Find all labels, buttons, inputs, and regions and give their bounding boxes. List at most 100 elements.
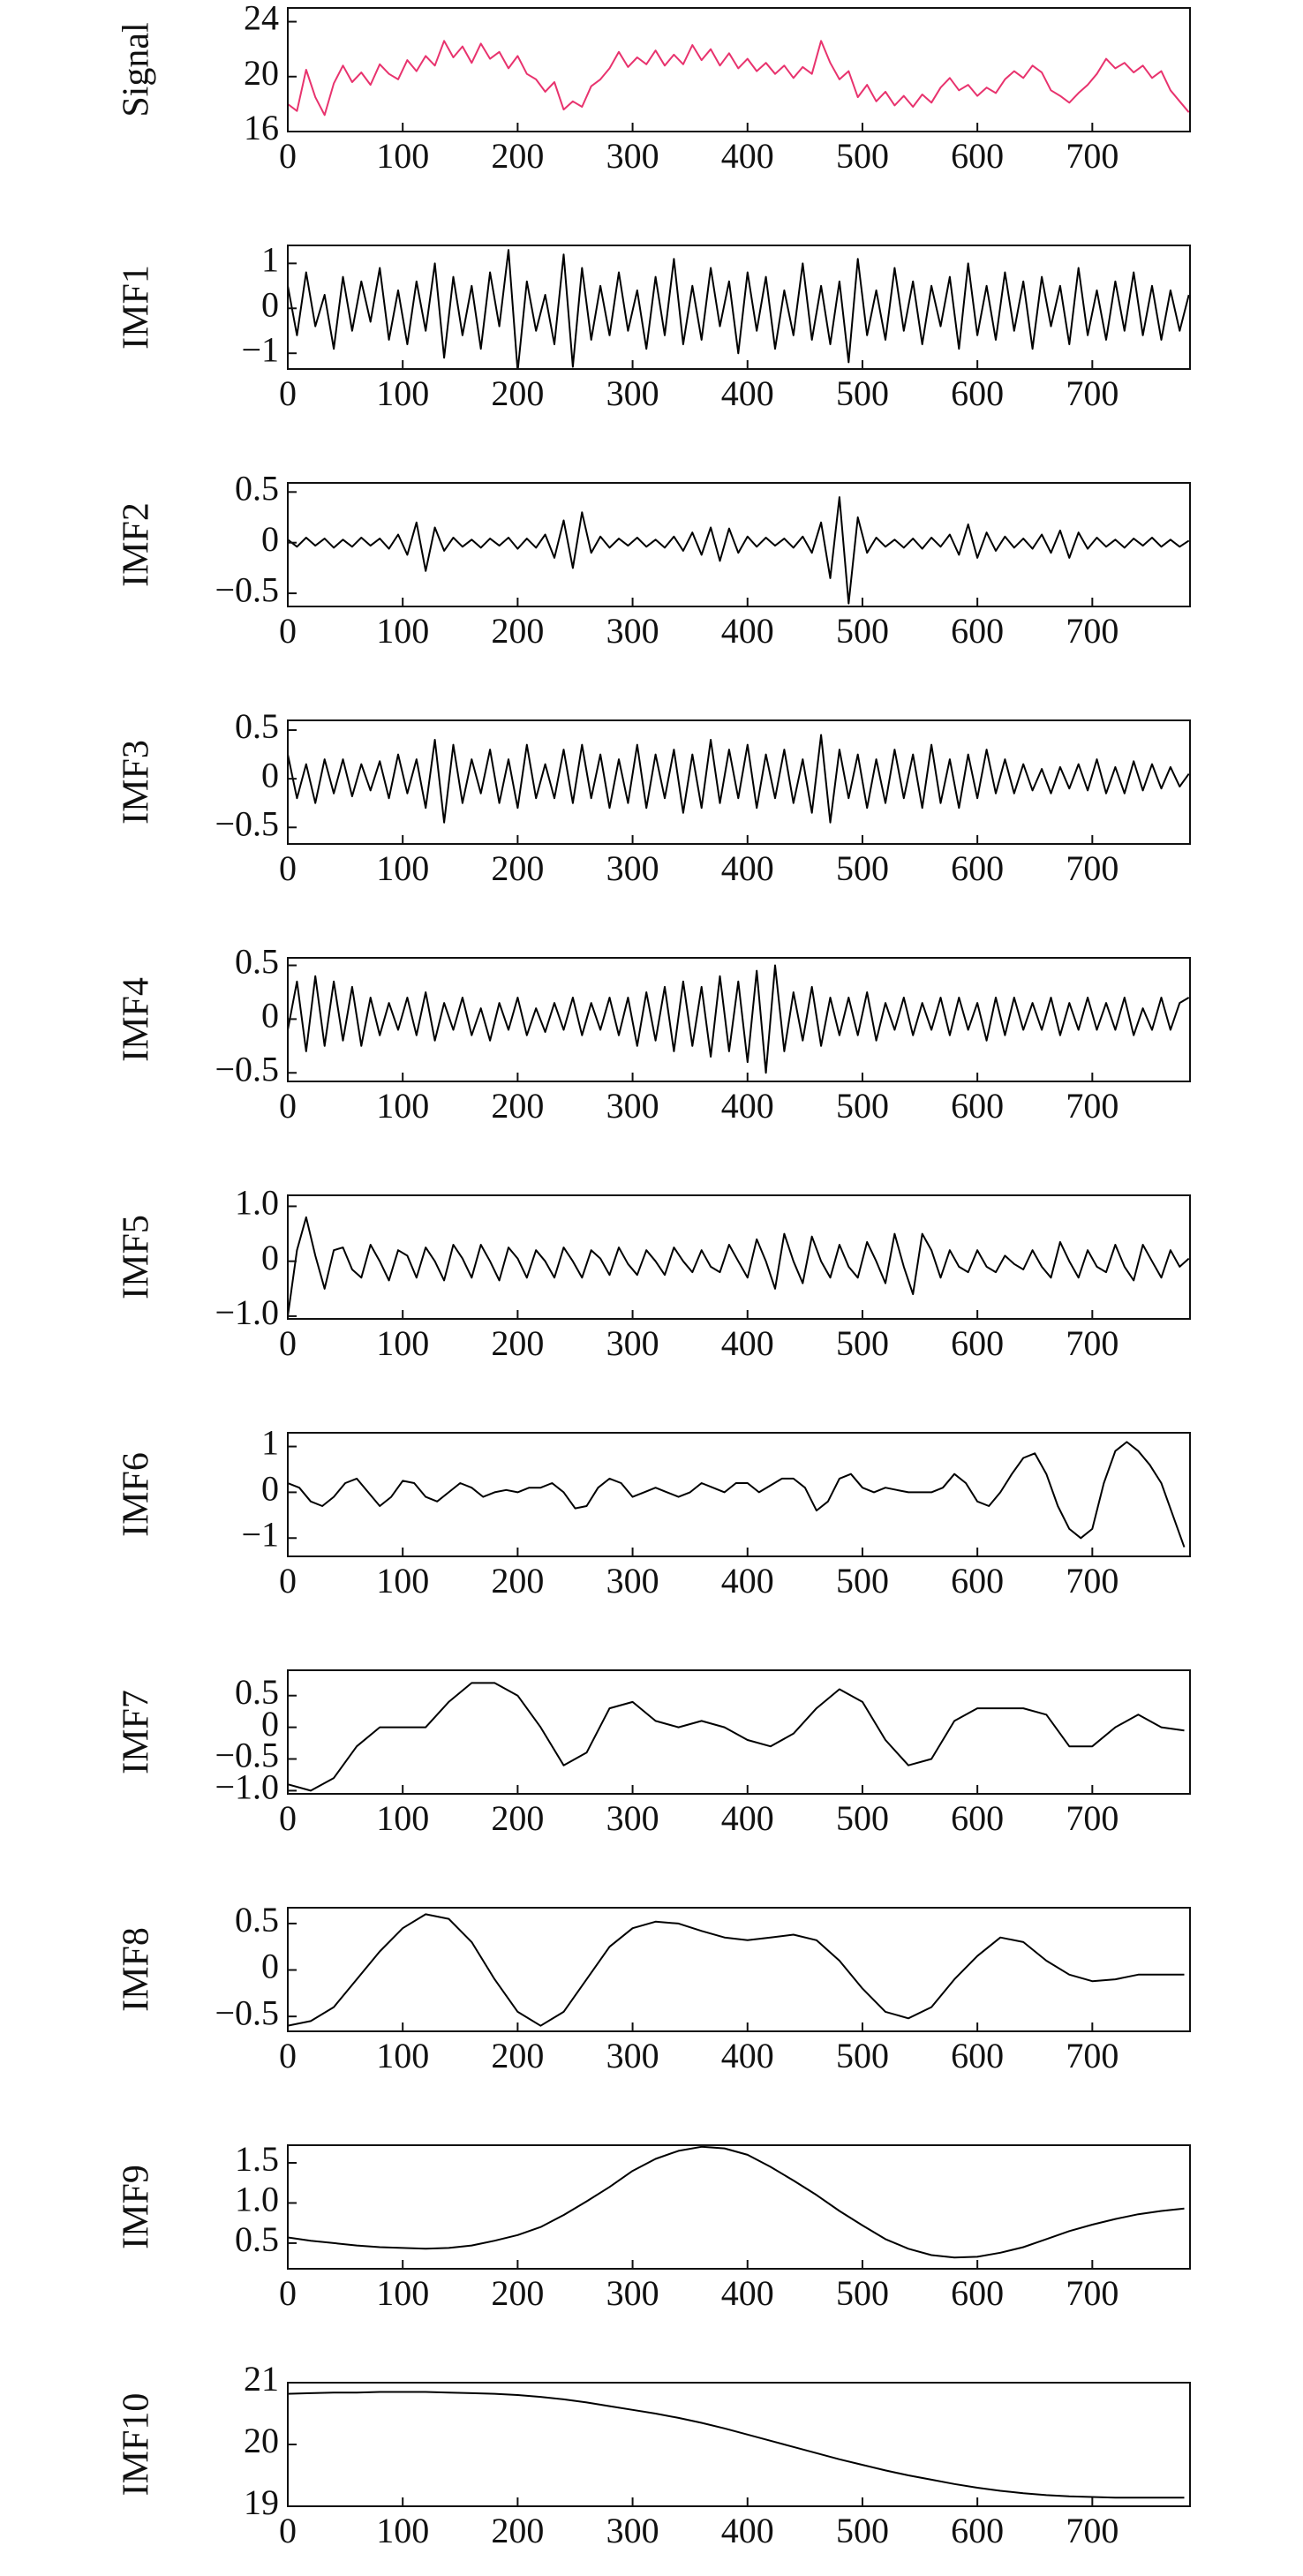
x-tick-label: 700 xyxy=(1066,2511,1118,2550)
y-tick-label: 0 xyxy=(261,519,279,559)
x-tick-label: 0 xyxy=(279,2273,297,2313)
x-tick-label: 600 xyxy=(951,373,1004,413)
y-tick-label: −0.5 xyxy=(215,1736,279,1775)
x-tick-label: 500 xyxy=(836,2273,889,2313)
plot-area xyxy=(288,40,1190,117)
y-tick-label: 20 xyxy=(244,53,279,93)
y-axis-label: IMF3 xyxy=(117,740,157,825)
y-tick-label: 1.5 xyxy=(235,2139,279,2179)
signal-line xyxy=(288,40,1190,117)
x-tick-label: 0 xyxy=(279,1086,297,1126)
signal-line xyxy=(288,1216,1190,1317)
y-axis-label: IMF9 xyxy=(117,2165,157,2249)
x-tick-label: 400 xyxy=(721,848,774,888)
y-tick-label: 0.5 xyxy=(235,468,279,508)
signal-line xyxy=(288,1913,1185,2027)
plot-area xyxy=(288,1441,1186,1548)
y-tick-label: −0.5 xyxy=(215,569,279,609)
x-tick-label: 200 xyxy=(491,2273,544,2313)
y-tick-label: 0.5 xyxy=(235,2219,279,2259)
plot-area xyxy=(288,496,1190,605)
x-tick-label: 600 xyxy=(951,1323,1004,1363)
x-tick-label: 600 xyxy=(951,1086,1004,1126)
x-tick-label: 400 xyxy=(721,136,774,176)
axes-frame xyxy=(287,1669,1191,1795)
plot-area xyxy=(288,1216,1190,1317)
x-tick-label: 300 xyxy=(606,848,659,888)
x-tick-label: 300 xyxy=(606,611,659,651)
y-tick-label: 0 xyxy=(261,284,279,324)
x-tick-label: 700 xyxy=(1066,1798,1118,1838)
y-tick-label: 0 xyxy=(261,755,279,795)
x-tick-label: 100 xyxy=(376,1798,429,1838)
axes-frame xyxy=(287,1432,1191,1557)
x-tick-label: 200 xyxy=(491,136,544,176)
x-tick-label: 700 xyxy=(1066,373,1118,413)
x-tick-label: 100 xyxy=(376,611,429,651)
panel: 19 20 21 0 100 200 300 400 500 600 700 IMF10 xyxy=(117,2359,1191,2550)
x-tick-label: 700 xyxy=(1066,2273,1118,2313)
x-tick-label: 600 xyxy=(951,2036,1004,2075)
y-tick-label: 21 xyxy=(244,2359,279,2399)
x-tick-label: 500 xyxy=(836,1323,889,1363)
x-tick-label: 400 xyxy=(721,373,774,413)
signal-line xyxy=(288,496,1190,605)
x-tick-label: 200 xyxy=(491,1798,544,1838)
axes-frame xyxy=(287,482,1191,607)
y-axis-label: IMF2 xyxy=(117,502,157,587)
y-axis-label: IMF5 xyxy=(117,1215,157,1299)
axes-frame xyxy=(287,957,1191,1082)
y-axis-label: IMF7 xyxy=(117,1690,157,1774)
y-tick-label: −0.5 xyxy=(215,1049,279,1088)
x-tick-label: 400 xyxy=(721,611,774,651)
x-tick-label: 0 xyxy=(279,136,297,176)
y-tick-label: 1 xyxy=(261,1423,279,1463)
x-tick-label: 100 xyxy=(376,1323,429,1363)
x-tick-label: 200 xyxy=(491,1086,544,1126)
x-tick-label: 500 xyxy=(836,2511,889,2550)
x-tick-label: 100 xyxy=(376,2273,429,2313)
x-tick-label: 100 xyxy=(376,1086,429,1126)
y-tick-label: 19 xyxy=(244,2482,279,2522)
x-tick-label: 400 xyxy=(721,2036,774,2075)
signal-line xyxy=(288,734,1190,824)
y-tick-label: 24 xyxy=(244,0,279,38)
plot-area xyxy=(288,964,1190,1074)
signal-line xyxy=(288,964,1190,1074)
x-tick-label: 600 xyxy=(951,848,1004,888)
panel: 16 20 24 0 100 200 300 400 500 600 700 Signal xyxy=(117,0,1191,176)
x-tick-label: 400 xyxy=(721,2273,774,2313)
x-tick-label: 500 xyxy=(836,136,889,176)
x-tick-label: 500 xyxy=(836,848,889,888)
y-axis-label: Signal xyxy=(117,22,157,117)
y-tick-label: 0.5 xyxy=(235,942,279,982)
y-tick-label: −0.5 xyxy=(215,803,279,843)
x-tick-label: 400 xyxy=(721,1561,774,1601)
y-tick-label: 0 xyxy=(261,1469,279,1509)
x-tick-label: 700 xyxy=(1066,1561,1118,1601)
y-tick-label: −1.0 xyxy=(215,1292,279,1332)
axes-frame xyxy=(287,1907,1191,2032)
plot-area xyxy=(288,734,1190,824)
x-tick-label: 400 xyxy=(721,1323,774,1363)
plot-area xyxy=(288,1682,1185,1792)
x-tick-label: 200 xyxy=(491,373,544,413)
x-tick-label: 0 xyxy=(279,2511,297,2550)
y-tick-label: 0.5 xyxy=(235,706,279,746)
x-tick-label: 600 xyxy=(951,136,1004,176)
x-tick-label: 200 xyxy=(491,1561,544,1601)
x-tick-label: 400 xyxy=(721,2511,774,2550)
x-tick-label: 500 xyxy=(836,1798,889,1838)
signal-line xyxy=(288,1441,1186,1548)
x-tick-label: 500 xyxy=(836,373,889,413)
x-tick-label: 200 xyxy=(491,2511,544,2550)
x-tick-label: 300 xyxy=(606,1561,659,1601)
x-tick-label: 600 xyxy=(951,1798,1004,1838)
x-tick-label: 100 xyxy=(376,1561,429,1601)
x-tick-label: 200 xyxy=(491,1323,544,1363)
x-tick-label: 600 xyxy=(951,611,1004,651)
